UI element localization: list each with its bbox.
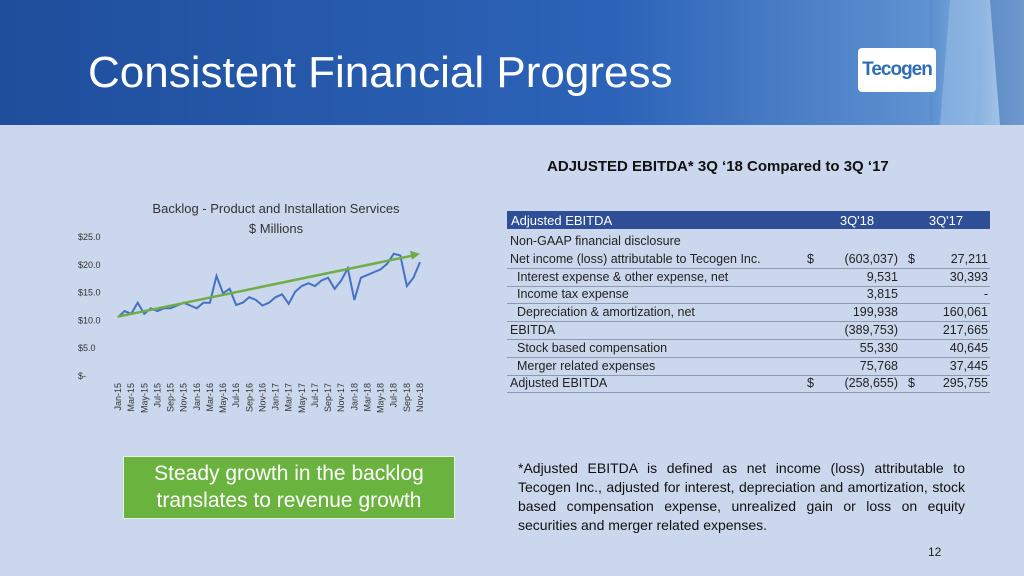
x-tick-label: Mar-17 [284,383,294,412]
table-row: Depreciation & amortization, net 199,938 1… [507,304,990,323]
row-label: Adjusted EBITDA [510,376,608,391]
value-3q18: (389,753) [844,323,898,337]
y-tick-label: $5.0 [78,343,96,353]
x-tick-label: Jan-15 [113,383,123,411]
x-tick-label: Jan-16 [192,383,202,411]
value-3q18: (258,655) [844,376,898,391]
x-tick-label: Mar-16 [205,383,215,412]
header-cell: 3Q'18 [839,213,875,228]
currency: $ [908,376,915,391]
table-row: EBITDA (389,753) 217,665 [507,322,990,340]
x-tick-label: Jul-17 [310,383,320,408]
table-row: Merger related expenses 75,768 37,445 [507,358,990,376]
y-tick-label: $25.0 [78,232,101,242]
value-3q18: (603,037) [844,251,898,266]
x-tick-label: May-15 [139,383,149,413]
table-row: Income tax expense 3,815 - [507,286,990,305]
y-tick-label: $- [78,371,86,381]
x-tick-label: May-16 [218,383,228,413]
x-tick-label: Sep-15 [166,383,176,412]
currency: $ [807,251,814,266]
value-3q18: 3,815 [866,287,898,302]
row-label: Stock based compensation [517,340,668,355]
y-tick-label: $15.0 [78,288,101,298]
value-3q17: 30,393 [949,269,988,284]
value-3q18: 75,768 [859,358,898,373]
chart: Backlog - Product and Installation Servi… [78,201,425,413]
x-tick-label: Nov-18 [415,383,425,412]
x-tick-label: Jul-18 [389,383,399,408]
x-tick-label: Mar-18 [362,383,372,412]
row-label: Non-GAAP financial disclosure [510,234,681,248]
row-label: Net income (loss) attributable to Tecoge… [510,251,761,266]
callout-line: Steady growth in the backlog [154,462,424,485]
currency: $ [807,376,814,391]
trend-line [117,254,415,318]
value-3q17: 217,665 [942,323,988,337]
y-tick-label: $10.0 [78,315,101,325]
footnote: *Adjusted EBITDA is defined as net incom… [518,460,965,533]
x-tick-label: Nov-17 [336,383,346,412]
header-cell: 3Q'17 [928,213,964,228]
table-row: Stock based compensation 55,330 40,645 [507,340,990,358]
ebitda-table: Adjusted EBITDA 3Q'18 3Q'17 Non-GAAP financ… [507,211,990,396]
x-tick-label: Mar-15 [126,383,136,412]
x-tick-label: Nov-15 [179,383,189,412]
header-cell: Adjusted EBITDA [511,213,613,228]
chart-subtitle: $ Millions [249,221,304,236]
table-row: Non-GAAP financial disclosure [507,233,990,250]
header-art [930,0,1024,125]
x-tick-label: Sep-18 [402,383,412,412]
value-3q17: 27,211 [950,251,988,266]
x-tick-label: Sep-16 [244,383,254,412]
table-header: Adjusted EBITDA 3Q'18 3Q'17 [507,211,990,229]
table-row: Adjusted EBITDA $ (258,655) $295,755 [507,375,990,394]
chart-title: Backlog - Product and Installation Servi… [152,201,400,216]
currency: $ [908,251,915,266]
callout: Steady growth in the backlog translates … [123,456,455,519]
x-tick-label: Jul-15 [152,383,162,408]
value-3q17: 37,445 [949,358,988,373]
x-tick-label: Jan-17 [271,383,281,411]
x-tick-label: Sep-17 [323,383,333,412]
table-row: Net income (loss) attributable to Tecoge… [507,251,990,269]
page-number: 12 [928,545,942,559]
row-label: Depreciation & amortization, net [517,305,695,320]
x-tick-label: May-18 [376,383,386,413]
row-label: Interest expense & other expense, net [517,269,729,284]
header-band: Consistent Financial Progress Tecogen [0,0,1024,125]
row-label: EBITDA [510,323,556,337]
value-3q17: - [983,287,988,302]
value-3q17: 40,645 [949,340,988,355]
value-3q18: 9,531 [866,269,898,284]
table-row: Interest expense & other expense, net 9,5… [507,269,990,287]
y-tick-label: $20.0 [78,260,101,270]
value-3q18: 199,938 [852,305,898,320]
row-label: Income tax expense [517,287,629,302]
callout-line: translates to revenue growth [156,489,422,512]
title: Consistent Financial Progress [88,48,673,97]
logo: Tecogen [858,48,936,92]
value-3q17: 160,061 [942,305,988,320]
x-tick-label: May-17 [297,383,307,413]
x-tick-label: Nov-16 [257,383,267,412]
x-tick-label: Jan-18 [349,383,359,411]
value-3q17: 295,755 [942,376,988,391]
value-3q18: 55,330 [859,340,898,355]
x-tick-label: Jul-16 [231,383,241,408]
trend-arrow [410,250,420,260]
row-label: Merger related expenses [517,358,656,373]
section-title: ADJUSTED EBITDA* 3Q ‘18 Compared to 3Q ‘… [547,158,889,175]
data-line [117,252,421,318]
